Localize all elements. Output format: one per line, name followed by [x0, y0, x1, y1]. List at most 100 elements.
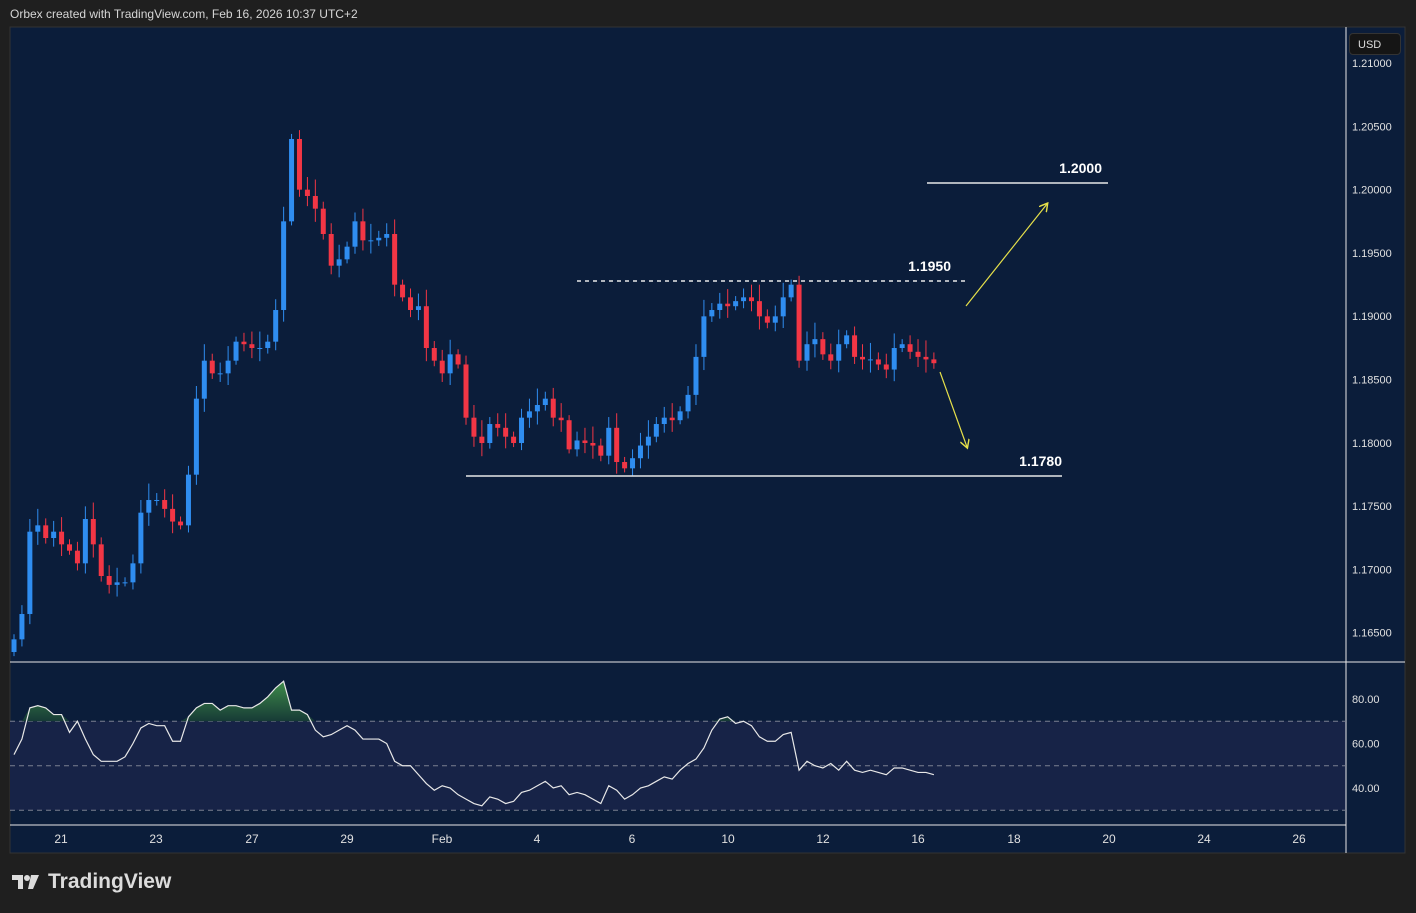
- level-label: 1.2000: [1059, 160, 1102, 176]
- candle-body: [875, 359, 881, 365]
- candle-body: [241, 341, 247, 345]
- tradingview-logo[interactable]: TradingView: [12, 870, 171, 894]
- price-tick-label: 1.20000: [1352, 185, 1392, 197]
- candle-body: [812, 339, 818, 345]
- candle-body: [43, 525, 49, 539]
- price-tick-label: 1.18500: [1352, 375, 1392, 387]
- candle-body: [637, 445, 643, 459]
- candle-body: [296, 139, 302, 190]
- candle-body: [225, 360, 231, 374]
- candle-body: [162, 500, 168, 509]
- candle-body: [336, 259, 342, 266]
- time-axis: 21 23 27 29 Feb 4 6 10 12 16 18 20 24 26: [54, 832, 1306, 846]
- candle-body: [209, 360, 215, 374]
- candle-body: [304, 189, 310, 197]
- price-tick-label: 1.17000: [1352, 564, 1392, 576]
- candle-body: [526, 411, 532, 418]
- candle-body: [495, 424, 501, 428]
- candle-body: [725, 303, 731, 307]
- candle-body: [344, 246, 350, 260]
- candle-body: [447, 354, 453, 374]
- time-tick-label: 21: [54, 832, 68, 846]
- candle-body: [170, 508, 176, 522]
- candle-body: [606, 427, 612, 456]
- candle-body: [455, 354, 461, 365]
- rsi-levels: [10, 720, 1346, 811]
- candle-body: [701, 316, 707, 357]
- time-tick-label: 26: [1292, 832, 1306, 846]
- candle-body: [852, 335, 858, 357]
- time-tick-label: 29: [340, 832, 354, 846]
- candle-body: [653, 424, 659, 437]
- candle-body: [352, 221, 358, 247]
- time-tick-label: 10: [721, 832, 735, 846]
- time-tick-label: 23: [149, 832, 163, 846]
- time-tick-label: 6: [629, 832, 636, 846]
- candle-body: [106, 576, 112, 585]
- rsi-line: [13, 680, 935, 807]
- time-tick-label: 12: [816, 832, 830, 846]
- candle-body: [233, 341, 239, 361]
- candle-body: [661, 417, 667, 425]
- price-tick-label: 1.17500: [1352, 501, 1392, 513]
- candle-body: [883, 364, 889, 370]
- candle-body: [463, 364, 469, 418]
- candle-body: [11, 639, 17, 653]
- candle-body: [130, 563, 136, 583]
- candle-body: [630, 458, 636, 469]
- candle-body: [598, 445, 604, 456]
- rsi-tick-label: 40.00: [1352, 783, 1380, 795]
- candle-body: [519, 417, 525, 444]
- candle-body: [122, 582, 128, 584]
- price-tick-label: 1.19500: [1352, 248, 1392, 260]
- candle-body: [114, 582, 120, 585]
- rsi-axis: 80.00 60.00 40.00: [1352, 694, 1380, 795]
- bearish-arrow: [939, 371, 967, 447]
- logo-text: TradingView: [48, 870, 172, 893]
- rsi-overbought-area: [14, 681, 934, 722]
- candle-body: [891, 348, 897, 370]
- candle-body: [59, 531, 65, 545]
- candle-body: [201, 360, 207, 399]
- candle-body: [780, 297, 786, 317]
- candle-body: [138, 512, 144, 564]
- candle-body: [320, 208, 326, 235]
- candle-body: [82, 519, 88, 564]
- candle-body: [471, 417, 477, 437]
- price-tick-label: 1.18000: [1352, 438, 1392, 450]
- candle-body: [733, 301, 739, 307]
- candle-body: [281, 221, 287, 311]
- candle-body: [566, 420, 572, 450]
- candle-body: [423, 306, 429, 349]
- candle-body: [844, 335, 850, 345]
- candle-body: [146, 500, 152, 513]
- candle-body: [392, 234, 398, 285]
- candle-body: [860, 356, 866, 360]
- candle-body: [693, 356, 699, 395]
- candle-body: [27, 531, 33, 615]
- candle-body: [217, 373, 223, 375]
- candle-body: [312, 196, 318, 209]
- time-tick-label: Feb: [432, 832, 453, 846]
- candle-body: [328, 234, 334, 266]
- price-tick-label: 1.20500: [1352, 121, 1392, 133]
- candle-body: [558, 417, 564, 421]
- candle-body: [677, 411, 683, 421]
- candle-body: [582, 440, 588, 444]
- candle-body: [193, 398, 199, 475]
- candle-body: [772, 316, 778, 323]
- candle-body: [685, 394, 691, 412]
- price-tick-label: 1.19000: [1352, 311, 1392, 323]
- rsi-overbought-fill: [14, 681, 934, 722]
- candle-body: [804, 344, 810, 361]
- candle-body: [360, 221, 366, 241]
- candle-body: [431, 348, 437, 361]
- level-label: 1.1950: [908, 258, 951, 274]
- time-tick-label: 16: [911, 832, 925, 846]
- currency-button[interactable]: USD: [1349, 33, 1401, 55]
- candle-body: [590, 443, 596, 446]
- candle-body: [249, 344, 255, 349]
- candle-body: [534, 405, 540, 412]
- candle-body: [439, 360, 445, 374]
